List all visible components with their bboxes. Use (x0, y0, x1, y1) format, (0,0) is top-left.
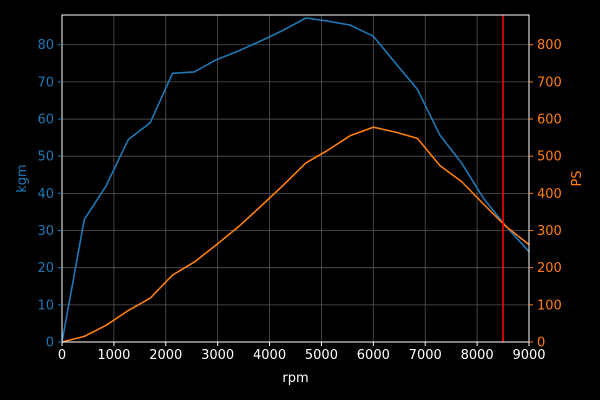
right-y-tick-label: 300 (537, 224, 562, 239)
right-y-tick-label: 500 (537, 150, 562, 165)
x-axis-label: rpm (282, 371, 308, 386)
left-y-axis-label: kgm (15, 164, 30, 192)
right-y-tick-label: 800 (537, 38, 562, 53)
x-tick-label: 4000 (253, 348, 286, 363)
right-y-tick-label: 400 (537, 187, 562, 202)
kgm-series-line (61, 17, 530, 343)
right-y-tick-label: 700 (537, 75, 562, 90)
x-tick-label: 5000 (305, 348, 338, 363)
plot-frame (61, 14, 530, 343)
right-y-axis-ticks: 0 100 200 300 400 500 600 700 800 (529, 38, 562, 351)
left-y-tick-label: 30 (37, 224, 54, 239)
x-tick-label: 3000 (201, 348, 234, 363)
left-y-tick-label: 70 (37, 75, 54, 90)
right-y-tick-label: 200 (537, 261, 562, 276)
left-y-tick-label: 20 (37, 261, 54, 276)
x-axis-ticks: 0 1000 2000 3000 4000 5000 6000 7000 8000 9000 (58, 342, 546, 363)
left-y-tick-label: 50 (37, 150, 54, 165)
x-tick-label: 9000 (512, 348, 545, 363)
series-layer (61, 17, 530, 343)
right-y-tick-label: 100 (537, 298, 562, 313)
x-tick-label: 6000 (357, 348, 390, 363)
left-y-tick-label: 0 (46, 336, 54, 351)
x-tick-label: 0 (58, 348, 66, 363)
x-tick-label: 1000 (97, 348, 130, 363)
axes-layer (61, 14, 530, 343)
left-y-tick-label: 60 (37, 113, 54, 128)
grid-layer (61, 15, 530, 343)
left-y-axis-ticks: 0 10 20 30 40 50 60 70 80 (37, 38, 62, 351)
x-tick-label: 8000 (461, 348, 494, 363)
x-tick-label: 2000 (149, 348, 182, 363)
left-y-tick-label: 40 (37, 187, 54, 202)
left-y-tick-label: 80 (37, 38, 54, 53)
left-y-tick-label: 10 (37, 298, 54, 313)
right-y-axis-label: PS (570, 170, 585, 186)
right-y-tick-label: 600 (537, 113, 562, 128)
right-y-tick-label: 0 (537, 336, 545, 351)
ps-series-line (61, 126, 530, 343)
x-tick-label: 7000 (409, 348, 442, 363)
